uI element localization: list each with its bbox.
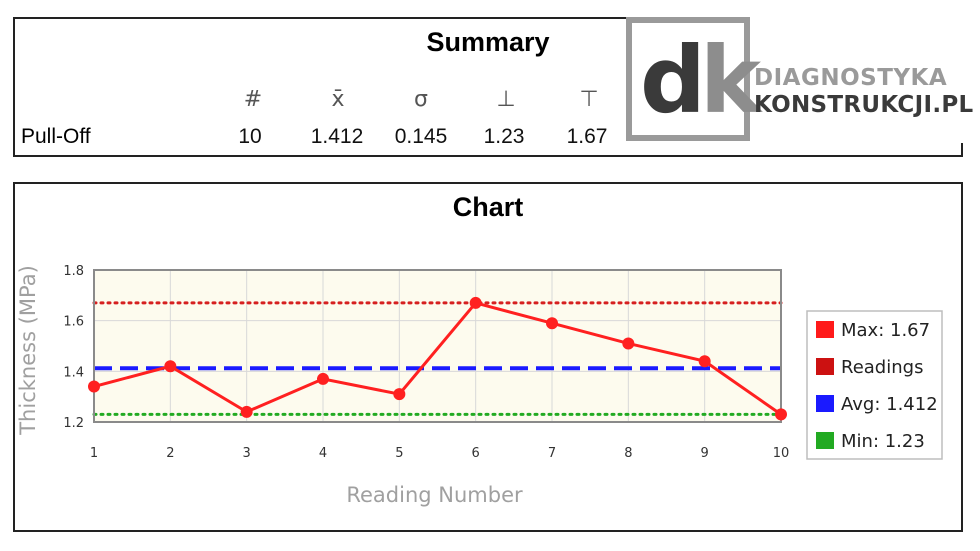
stddev-value: 0.145	[394, 125, 448, 148]
data-point	[240, 405, 253, 418]
min-value: 1.23	[483, 125, 525, 148]
legend-swatch	[816, 432, 834, 449]
mean-symbol: x̄	[331, 87, 345, 112]
data-point	[164, 360, 177, 373]
x-tick-label: 5	[395, 446, 403, 461]
summary-title: Summary	[426, 27, 550, 57]
data-point	[775, 408, 787, 421]
plot-area	[94, 270, 781, 422]
y-tick-label: 1.6	[63, 315, 84, 330]
min-symbol: ⊥	[496, 87, 516, 112]
x-tick-label: 1	[90, 446, 98, 461]
plot-border	[93, 269, 782, 423]
x-tick-label: 2	[166, 446, 174, 461]
max-symbol: ⊤	[579, 87, 599, 112]
x-tick-label: 9	[701, 446, 709, 461]
x-tick-label: 7	[548, 446, 556, 461]
stddev-symbol: σ	[414, 87, 428, 112]
y-tick-label: 1.4	[63, 365, 84, 380]
data-point	[317, 372, 329, 385]
logo: dk DIAGNOSTYKA KONSTRUKCJI.PL	[626, 17, 973, 143]
legend-swatch	[816, 395, 834, 412]
legend-label: Max: 1.67	[841, 320, 930, 341]
x-tick-label: 10	[773, 446, 790, 461]
x-tick-label: 3	[243, 446, 251, 461]
y-axis-title: Thickness (MPa)	[16, 265, 40, 436]
logo-line1: DIAGNOSTYKA	[754, 65, 948, 91]
x-tick-label: 6	[472, 446, 480, 461]
data-point	[622, 337, 635, 350]
data-point	[546, 317, 558, 330]
count-symbol: #	[243, 87, 263, 112]
row-label: Pull-Off	[21, 125, 91, 148]
legend-swatch	[816, 358, 834, 375]
legend-label: Readings	[841, 357, 923, 378]
data-point	[469, 296, 482, 309]
x-tick-label: 4	[319, 446, 327, 461]
count-value: 10	[238, 125, 262, 148]
data-point	[698, 355, 711, 368]
y-tick-label: 1.8	[63, 264, 84, 279]
x-axis-title: Reading Number	[346, 483, 523, 507]
y-tick-label: 1.2	[63, 416, 84, 431]
chart-title: Chart	[452, 192, 524, 222]
logo-line2: KONSTRUKCJI.PL	[754, 92, 974, 118]
legend-label: Min: 1.23	[841, 431, 925, 452]
data-point	[393, 388, 406, 401]
max-value: 1.67	[566, 125, 608, 148]
mean-value: 1.412	[310, 125, 364, 148]
legend-label: Avg: 1.412	[841, 394, 938, 415]
logo-mark: dk	[626, 17, 761, 141]
legend-swatch	[816, 321, 834, 338]
x-tick-label: 8	[624, 446, 632, 461]
data-point	[88, 380, 100, 393]
series-line-readings	[93, 301, 782, 416]
logo-dk-text: dk	[640, 27, 761, 134]
